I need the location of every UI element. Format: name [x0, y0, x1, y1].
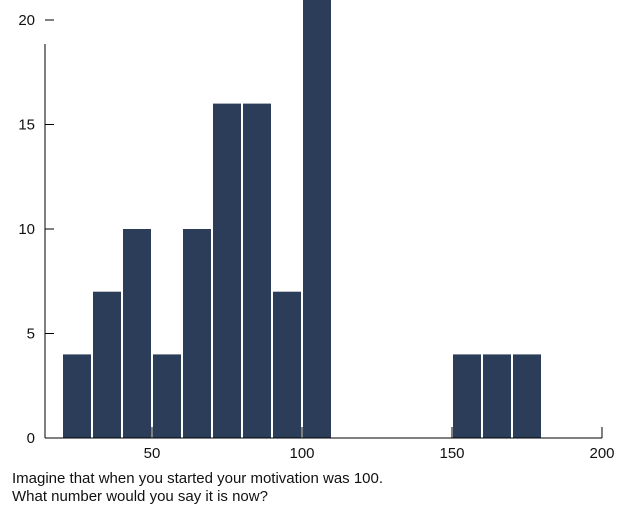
histogram-bar — [63, 354, 91, 438]
histogram-bar — [93, 291, 121, 438]
y-tick-label: 10 — [18, 221, 35, 238]
y-tick-label: 5 — [27, 326, 35, 343]
y-tick-label: 15 — [18, 117, 35, 134]
histogram-bar — [273, 291, 301, 438]
histogram-bar — [513, 354, 541, 438]
y-tick-label: 20 — [18, 12, 35, 29]
histogram-bar — [153, 354, 181, 438]
x-tick-label: 200 — [589, 445, 614, 462]
y-axis: 0 5 10 15 20 — [18, 12, 54, 447]
x-tick-label: 50 — [144, 445, 161, 462]
histogram-bar — [303, 0, 331, 438]
x-tick-label: 150 — [439, 445, 464, 462]
caption-line-2: What number would you say it is now? — [12, 488, 268, 505]
histogram-bar — [483, 354, 511, 438]
bars-group — [63, 0, 541, 438]
caption-line-1: Imagine that when you started your motiv… — [12, 470, 384, 487]
y-tick-label: 0 — [27, 430, 35, 447]
histogram-bar — [123, 229, 151, 438]
x-axis: 50 100 150 200 — [45, 427, 615, 462]
histogram-bar — [183, 229, 211, 438]
x-tick-label: 100 — [289, 445, 314, 462]
histogram-bar — [243, 103, 271, 438]
question-caption: Imagine that when you started your motiv… — [12, 470, 612, 506]
histogram-bar — [453, 354, 481, 438]
histogram-bar — [213, 103, 241, 438]
